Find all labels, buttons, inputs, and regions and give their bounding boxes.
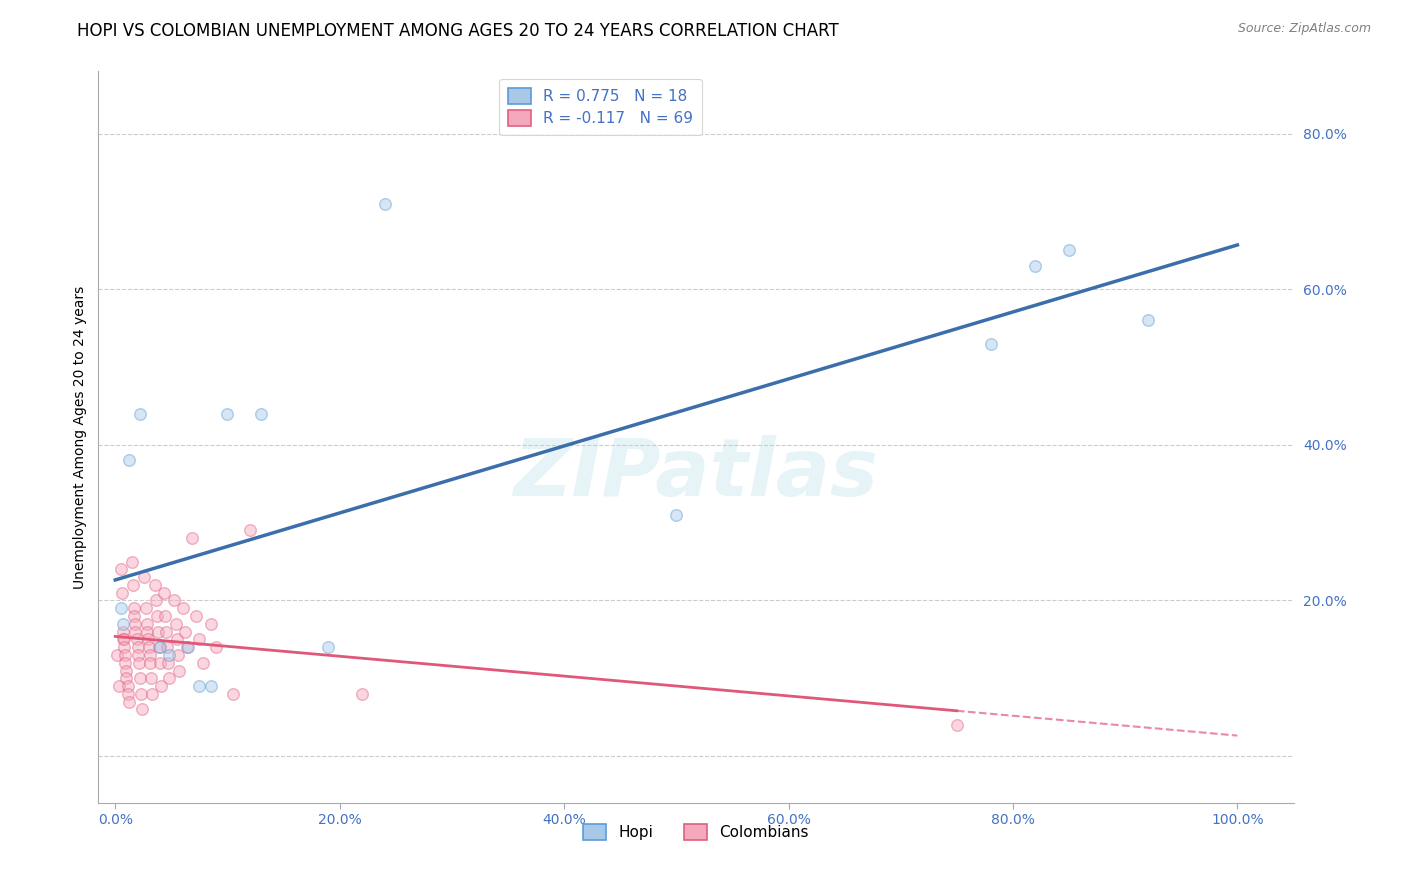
Point	[205, 640, 228, 655]
Point	[180, 531, 202, 545]
Point	[112, 632, 135, 647]
Point	[156, 656, 179, 670]
Point	[157, 671, 180, 685]
Point	[149, 640, 172, 655]
Point	[217, 407, 239, 421]
Point	[172, 601, 194, 615]
Point	[200, 679, 222, 693]
Point	[162, 593, 184, 607]
Point	[352, 687, 374, 701]
Point	[143, 578, 166, 592]
Point	[129, 407, 152, 421]
Point	[128, 656, 150, 670]
Point	[124, 616, 146, 631]
Point	[118, 453, 141, 467]
Point	[167, 648, 190, 662]
Point	[125, 632, 148, 647]
Point	[177, 640, 200, 655]
Point	[121, 555, 143, 569]
Point	[200, 616, 222, 631]
Point	[1024, 259, 1046, 273]
Point	[176, 640, 198, 655]
Point	[135, 624, 157, 639]
Point	[112, 632, 135, 647]
Point	[155, 624, 177, 639]
Point	[111, 585, 134, 599]
Point	[191, 656, 214, 670]
Point	[145, 593, 167, 607]
Point	[946, 718, 969, 732]
Point	[127, 648, 149, 662]
Text: Source: ZipAtlas.com: Source: ZipAtlas.com	[1237, 22, 1371, 36]
Point	[129, 687, 152, 701]
Point	[134, 570, 156, 584]
Point	[124, 609, 146, 624]
Point	[117, 687, 139, 701]
Point	[122, 578, 145, 592]
Point	[188, 632, 211, 647]
Point	[136, 632, 159, 647]
Point	[146, 609, 169, 624]
Point	[118, 695, 141, 709]
Point	[127, 640, 149, 655]
Point	[141, 671, 163, 685]
Point	[138, 640, 160, 655]
Legend: Hopi, Colombians: Hopi, Colombians	[578, 818, 814, 847]
Point	[153, 609, 176, 624]
Point	[117, 679, 139, 693]
Point	[110, 601, 132, 615]
Point	[980, 336, 1002, 351]
Point	[173, 624, 195, 639]
Point	[239, 524, 262, 538]
Point	[124, 601, 146, 615]
Point	[167, 664, 190, 678]
Point	[139, 656, 162, 670]
Point	[152, 585, 174, 599]
Point	[374, 196, 396, 211]
Point	[1057, 244, 1080, 258]
Point	[250, 407, 273, 421]
Point	[166, 632, 188, 647]
Point	[139, 648, 162, 662]
Point	[112, 616, 135, 631]
Point	[129, 671, 152, 685]
Point	[141, 687, 163, 701]
Text: HOPI VS COLOMBIAN UNEMPLOYMENT AMONG AGES 20 TO 24 YEARS CORRELATION CHART: HOPI VS COLOMBIAN UNEMPLOYMENT AMONG AGE…	[77, 22, 839, 40]
Point	[318, 640, 340, 655]
Y-axis label: Unemployment Among Ages 20 to 24 years: Unemployment Among Ages 20 to 24 years	[73, 285, 87, 589]
Point	[188, 679, 211, 693]
Point	[114, 648, 136, 662]
Point	[135, 601, 157, 615]
Point	[110, 562, 132, 576]
Point	[165, 616, 187, 631]
Point	[157, 648, 180, 662]
Point	[149, 656, 172, 670]
Point	[112, 640, 135, 655]
Point	[222, 687, 245, 701]
Point	[115, 664, 138, 678]
Point	[114, 656, 136, 670]
Point	[184, 609, 207, 624]
Point	[148, 640, 170, 655]
Point	[107, 648, 129, 662]
Point	[665, 508, 688, 522]
Text: ZIPatlas: ZIPatlas	[513, 434, 879, 513]
Point	[156, 640, 179, 655]
Point	[135, 616, 157, 631]
Point	[107, 679, 129, 693]
Point	[150, 679, 173, 693]
Point	[124, 624, 146, 639]
Point	[131, 702, 153, 716]
Point	[115, 671, 138, 685]
Point	[146, 624, 169, 639]
Point	[1136, 313, 1159, 327]
Point	[112, 624, 135, 639]
